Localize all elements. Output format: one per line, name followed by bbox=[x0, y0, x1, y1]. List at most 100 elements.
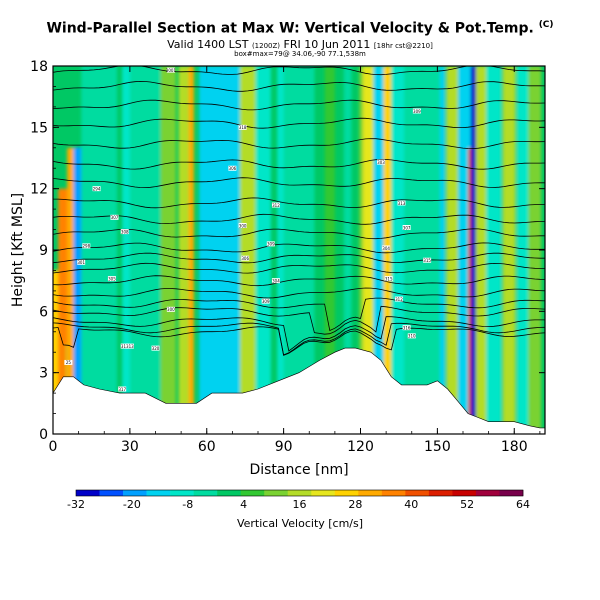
y-tick-label: 6 bbox=[39, 304, 48, 320]
velocity-streak bbox=[129, 66, 161, 434]
colorbar-swatch bbox=[428, 490, 453, 496]
velocity-streak bbox=[404, 66, 440, 434]
theta-label-bg bbox=[423, 257, 432, 263]
y-tick-label: 15 bbox=[30, 120, 48, 136]
theta-label-bg bbox=[64, 359, 73, 365]
x-tick-label: 150 bbox=[424, 439, 451, 455]
theta-contour bbox=[53, 252, 545, 264]
colorbar-label: Vertical Velocity [cm/s] bbox=[236, 517, 364, 530]
theta-label: 318 bbox=[121, 344, 129, 349]
colorbar-swatch bbox=[452, 490, 477, 496]
theta-label-bg bbox=[120, 229, 129, 235]
velocity-streak bbox=[219, 66, 246, 434]
theta-label-bg bbox=[166, 67, 175, 73]
colorbar-swatch bbox=[99, 490, 124, 496]
valid-time: Valid 1400 LST (1200Z) FRI 10 Jun 2011 [… bbox=[0, 38, 600, 51]
velocity-streak bbox=[528, 66, 542, 434]
colorbar-tick-label: 16 bbox=[293, 498, 307, 511]
theta-label-bg bbox=[384, 276, 393, 282]
theta-label: 303 bbox=[377, 160, 385, 165]
theta-label: 309 bbox=[413, 109, 421, 114]
theta-contour bbox=[53, 177, 545, 189]
theta-label: 300 bbox=[239, 223, 247, 228]
theta-label: 317 bbox=[118, 387, 126, 392]
theta-label: 300 bbox=[167, 307, 175, 312]
y-tick-label: 12 bbox=[30, 182, 48, 198]
colorbar-swatch bbox=[76, 490, 100, 496]
theta-label-bg bbox=[238, 124, 247, 130]
y-axis-label: Height [Kft MSL] bbox=[10, 193, 26, 307]
theta-label: 3001 bbox=[166, 68, 177, 73]
colorbar-swatch bbox=[123, 490, 147, 496]
colorbar-tick-label: 28 bbox=[348, 498, 362, 511]
theta-label-bg bbox=[266, 241, 275, 247]
theta-label-bg bbox=[228, 165, 237, 171]
x-tick-label: 90 bbox=[275, 439, 293, 455]
colorbar-swatch bbox=[240, 490, 265, 496]
theta-contours bbox=[53, 66, 545, 356]
theta-label-bg bbox=[412, 108, 421, 114]
theta-label-bg bbox=[407, 333, 416, 339]
theta-label: 309 bbox=[267, 242, 275, 247]
terrain bbox=[52, 347, 546, 435]
theta-label-bg bbox=[110, 214, 119, 220]
theta-contour bbox=[53, 197, 545, 209]
subtitle-2: box#max=79@ 34.06,-90 77.1,538m bbox=[234, 50, 366, 58]
theta-label-bg bbox=[377, 159, 385, 165]
theta-label: 306 bbox=[229, 166, 237, 171]
theta-label-bg bbox=[241, 255, 250, 261]
colorbar-swatch bbox=[287, 490, 312, 496]
colorbar-swatch bbox=[405, 490, 430, 496]
velocity-streak bbox=[446, 66, 460, 434]
theta-contour bbox=[53, 305, 545, 335]
velocity-streak bbox=[255, 66, 271, 434]
theta-contour bbox=[53, 326, 545, 356]
colorbar-swatch bbox=[381, 490, 406, 496]
theta-label-bg bbox=[382, 245, 391, 251]
theta-label: 301 bbox=[77, 260, 85, 265]
theta-label: 318 bbox=[239, 125, 247, 130]
velocity-streak bbox=[324, 66, 335, 434]
theta-label: 312 bbox=[272, 203, 280, 208]
colorbar-swatch bbox=[334, 490, 359, 496]
theta-contour bbox=[53, 138, 545, 150]
chart-title-text: Wind-Parallel Section at Max W: Vertical… bbox=[46, 20, 534, 37]
theta-label: 313 bbox=[398, 201, 406, 206]
velocity-streak bbox=[502, 66, 516, 434]
theta-contour bbox=[53, 66, 545, 76]
theta-label: 316 bbox=[403, 325, 411, 330]
colorbar-tick-label: 52 bbox=[460, 498, 474, 511]
theta-contour bbox=[53, 228, 545, 240]
theta-label-bg bbox=[107, 276, 116, 282]
theta-label: 308 bbox=[121, 229, 129, 234]
y-tick-label: 3 bbox=[39, 366, 48, 382]
theta-contour bbox=[53, 262, 545, 274]
theta-label-bg bbox=[402, 325, 411, 331]
colorbar-swatch bbox=[264, 490, 289, 496]
theta-contour bbox=[53, 117, 545, 129]
chart-title-mark: (C) bbox=[538, 20, 554, 30]
theta-contour bbox=[53, 242, 545, 254]
colorbar-tick-label: -32 bbox=[67, 498, 85, 511]
velocity-streak bbox=[486, 66, 502, 434]
colorbar-swatch bbox=[475, 490, 500, 496]
theta-label-bg bbox=[238, 222, 247, 228]
theta-label-bg bbox=[151, 345, 160, 351]
theta-label: 307 bbox=[111, 215, 119, 220]
colorbar-tick-label: -20 bbox=[123, 498, 141, 511]
theta-label: 315 bbox=[423, 258, 431, 263]
x-tick-label: 60 bbox=[198, 439, 216, 455]
theta-label: 320 bbox=[152, 346, 160, 351]
theta-label: 298 bbox=[82, 244, 90, 249]
colorbar: -32 -20 -8 4 16 28 40 52 64 bbox=[67, 489, 530, 511]
theta-label: 304 bbox=[272, 278, 280, 283]
x-tick-label: 180 bbox=[501, 439, 528, 455]
plot-area: 25 301 298 294 305 307 308 318 3001 300 306 318 300 3… bbox=[52, 66, 546, 435]
theta-label-bg bbox=[394, 296, 403, 302]
theta-contour bbox=[53, 287, 545, 299]
x-axis-label: Distance [nm] bbox=[249, 462, 348, 478]
theta-contour bbox=[53, 80, 545, 92]
theta-label-bg bbox=[92, 186, 101, 192]
x-tick-label: 120 bbox=[347, 439, 374, 455]
theta-label-bg bbox=[261, 298, 270, 304]
